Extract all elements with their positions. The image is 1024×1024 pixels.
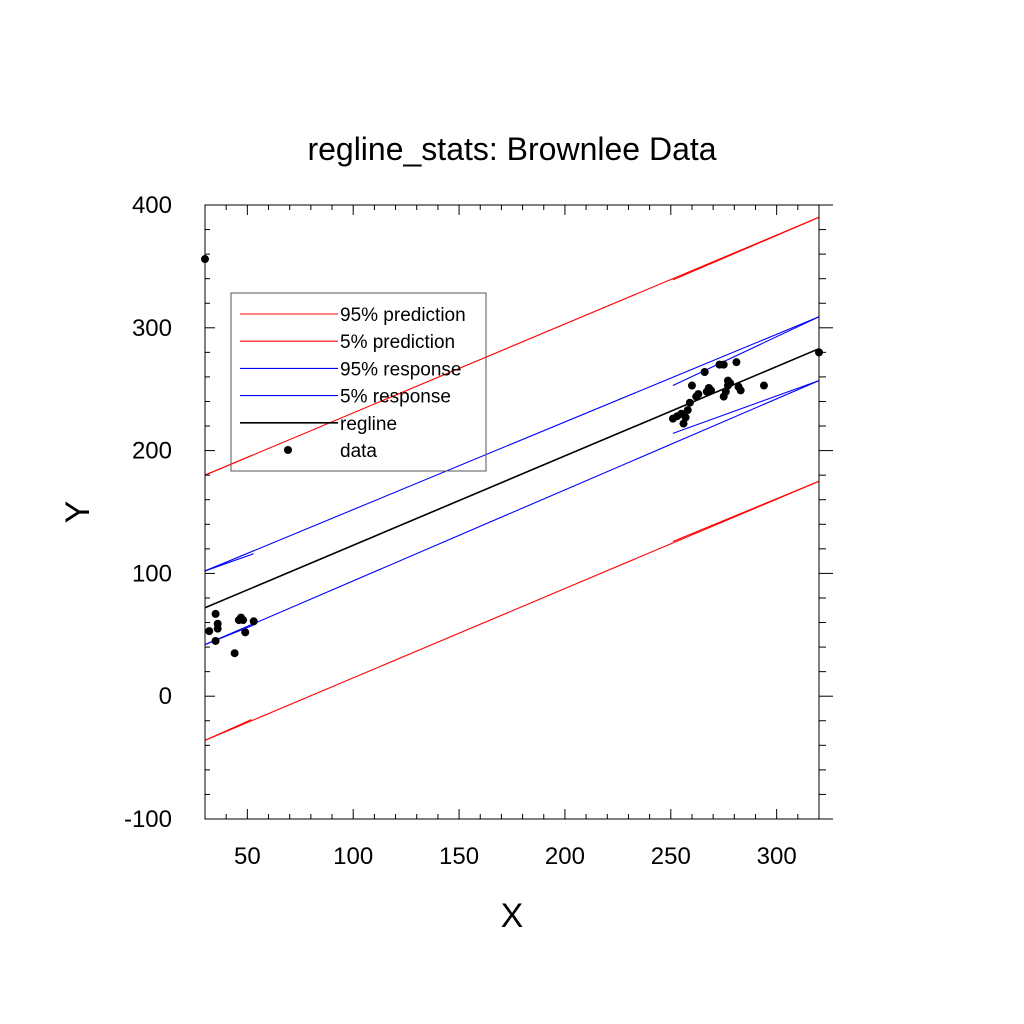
- y-tick-label: 400: [132, 192, 172, 219]
- legend-label-95-response: 95% response: [340, 359, 461, 380]
- data-point: [239, 616, 248, 625]
- y-tick-label: 100: [132, 560, 172, 587]
- series-line-95-prediction-1: [204, 455, 252, 476]
- x-tick-label: 200: [545, 843, 585, 870]
- series-line-95-response-7: [204, 553, 254, 572]
- chart-title: regline_stats: Brownlee Data: [307, 131, 716, 167]
- series-line-5-prediction-3: [204, 480, 820, 741]
- data-point: [719, 360, 728, 369]
- y-tick-label: 300: [132, 315, 172, 342]
- series-line-95-response-8: [672, 316, 820, 387]
- tick-labels: 50 100 150 200 250 300 -100 0 100 200 300 400: [124, 192, 797, 870]
- legend-label-regline: regline: [340, 414, 397, 435]
- legend-items: 95% prediction 5% prediction 95% response 5…: [240, 305, 466, 462]
- axis-ticks: [204, 204, 833, 820]
- legend-label-5-response: 5% response: [340, 387, 451, 408]
- data-point: [681, 413, 690, 422]
- data-point: [721, 387, 730, 396]
- x-axis-label: X: [501, 897, 524, 935]
- legend-label-95-prediction: 95% prediction: [340, 305, 466, 326]
- data-point: [211, 609, 220, 618]
- plot-frame: [204, 204, 820, 820]
- series-line-5-prediction-5: [672, 480, 820, 542]
- data-point: [732, 358, 741, 367]
- data-point: [213, 619, 222, 628]
- legend-box: [230, 292, 487, 472]
- data-point: [700, 368, 709, 377]
- x-tick-label: 300: [757, 843, 797, 870]
- x-tick-label: 250: [651, 843, 691, 870]
- x-tick-label: 100: [333, 843, 373, 870]
- series-line-95-prediction-2: [672, 216, 820, 281]
- data-point: [707, 386, 716, 395]
- data-point: [694, 390, 703, 399]
- data-point: [205, 627, 214, 636]
- series-line-95-prediction-0: [204, 216, 820, 476]
- data-point: [687, 381, 696, 390]
- data-points: [201, 255, 823, 658]
- legend-label-5-prediction: 5% prediction: [340, 332, 455, 353]
- x-tick-label: 50: [234, 843, 261, 870]
- legend-label-data: data: [340, 441, 377, 462]
- plot-lines: [204, 216, 820, 741]
- data-point: [685, 398, 694, 407]
- y-tick-label: 200: [132, 438, 172, 465]
- series-line-5-response-9: [204, 380, 820, 646]
- data-point: [759, 381, 768, 390]
- series-line-5-prediction-4: [204, 719, 252, 741]
- x-tick-label: 150: [439, 843, 479, 870]
- data-point: [726, 379, 735, 388]
- y-tick-label: -100: [124, 806, 172, 833]
- series-line-95-response-6: [204, 316, 820, 572]
- data-point: [736, 386, 745, 395]
- data-point: [679, 419, 688, 428]
- data-point: [249, 617, 258, 626]
- data-point: [683, 406, 692, 415]
- legend-swatch-data: [284, 446, 292, 454]
- y-axis-label: Y: [59, 501, 97, 524]
- data-point: [230, 649, 239, 658]
- y-tick-label: 0: [159, 683, 172, 710]
- data-point: [241, 628, 250, 637]
- series-line-5-response-11: [672, 380, 820, 434]
- data-point: [211, 636, 220, 645]
- legend: 95% prediction 5% prediction 95% response 5…: [230, 292, 487, 472]
- series-line-regline-12: [204, 347, 820, 609]
